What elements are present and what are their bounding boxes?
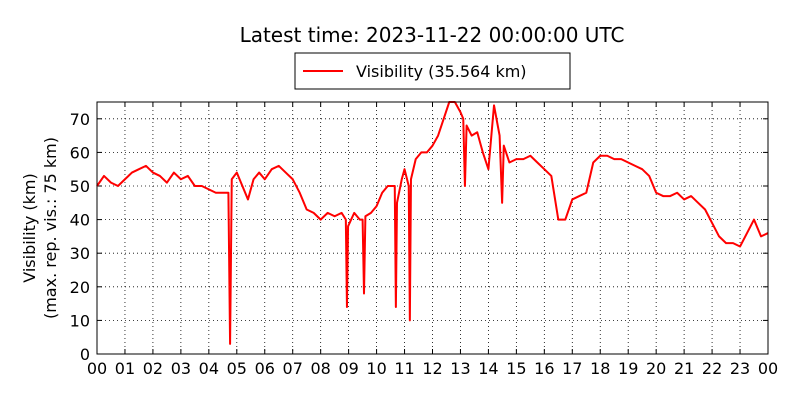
y-tick-label: 70 — [70, 110, 90, 129]
x-tick-label: 07 — [283, 359, 303, 378]
y-tick-label: 30 — [70, 244, 90, 263]
x-tick-label: 06 — [255, 359, 275, 378]
x-tick-label: 14 — [478, 359, 498, 378]
y-axis-label: (max. rep. vis.: 75 km) — [41, 137, 60, 319]
x-tick-label: 09 — [338, 359, 358, 378]
x-tick-label: 05 — [227, 359, 247, 378]
legend-label: Visibility (35.564 km) — [356, 62, 527, 81]
x-tick-label: 23 — [730, 359, 750, 378]
chart-title: Latest time: 2023-11-22 00:00:00 UTC — [240, 23, 625, 47]
x-tick-label: 03 — [171, 359, 191, 378]
y-tick-label: 0 — [80, 345, 90, 364]
y-axis-label: Visibility (km) — [20, 173, 39, 282]
x-tick-label: 22 — [702, 359, 722, 378]
x-tick-label: 21 — [674, 359, 694, 378]
x-tick-label: 17 — [562, 359, 582, 378]
x-tick-label: 20 — [646, 359, 666, 378]
x-tick-label: 13 — [450, 359, 470, 378]
x-tick-label: 19 — [618, 359, 638, 378]
y-tick-label: 60 — [70, 143, 90, 162]
x-tick-label: 12 — [422, 359, 442, 378]
x-tick-label: 10 — [366, 359, 386, 378]
x-tick-label: 11 — [394, 359, 414, 378]
data-line — [96, 101, 769, 345]
y-tick-label: 50 — [70, 177, 90, 196]
x-tick-label: 00 — [87, 359, 107, 378]
x-tick-label: 15 — [506, 359, 526, 378]
x-tick-label: 01 — [115, 359, 135, 378]
x-tick-label: 00 — [758, 359, 778, 378]
x-tick-label: 02 — [143, 359, 163, 378]
x-tick-label: 04 — [199, 359, 219, 378]
x-tick-label: 08 — [310, 359, 330, 378]
y-tick-label: 40 — [70, 211, 90, 230]
y-tick-label: 20 — [70, 278, 90, 297]
plot-frame — [96, 101, 769, 355]
x-tick-label: 18 — [590, 359, 610, 378]
x-tick-label: 16 — [534, 359, 554, 378]
y-tick-label: 10 — [70, 311, 90, 330]
